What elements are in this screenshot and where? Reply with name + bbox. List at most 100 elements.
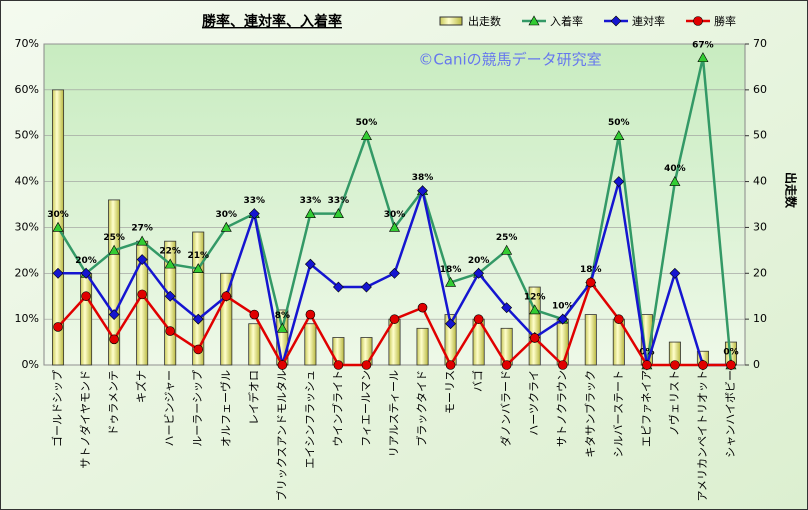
y-tick-label: 0%	[22, 358, 39, 371]
data-label: 25%	[496, 233, 518, 243]
marker	[80, 267, 92, 279]
marker	[529, 333, 540, 343]
data-label: 22%	[159, 247, 181, 257]
marker	[332, 281, 344, 293]
marker	[669, 267, 681, 279]
marker	[501, 360, 512, 370]
x-tick-label: エピファネイア	[640, 370, 653, 447]
bar	[220, 272, 233, 366]
marker	[670, 360, 680, 370]
legend-label: 連対率	[632, 14, 665, 28]
marker	[445, 360, 456, 370]
y2-tick-label: 40	[753, 175, 767, 188]
marker	[249, 309, 260, 320]
data-label: 40%	[664, 164, 686, 174]
data-label: 67%	[692, 40, 714, 50]
marker	[613, 130, 625, 141]
y2-tick-label: 30	[753, 220, 767, 233]
marker	[137, 289, 147, 300]
y2-tick-label: 20	[753, 266, 767, 279]
x-tick-label: オルフェーヴル	[218, 370, 232, 447]
x-tick-label: サトノダイヤモンド	[78, 370, 92, 469]
y2-tick-label: 50	[753, 129, 767, 142]
bar	[528, 286, 541, 366]
x-tick-label: キタサンブラック	[583, 370, 597, 458]
marker	[277, 360, 288, 370]
marker	[193, 344, 204, 355]
marker	[389, 267, 400, 279]
y-tick-label: 50%	[15, 129, 39, 142]
data-label: 30%	[215, 210, 237, 220]
legend-label: 入着率	[550, 14, 583, 28]
marker	[501, 244, 513, 255]
data-label: 18%	[440, 265, 462, 275]
x-tick-label: リアルスティール	[388, 370, 401, 457]
x-tick-label: ハーツクライ	[528, 370, 541, 436]
marker	[333, 360, 344, 370]
x-tick-label: フィエールマン	[359, 370, 372, 447]
marker	[697, 52, 709, 63]
data-label: 30%	[47, 210, 69, 220]
data-label: 20%	[75, 256, 97, 266]
marker	[389, 314, 400, 324]
marker	[304, 208, 316, 218]
marker	[361, 360, 372, 370]
marker	[192, 313, 204, 325]
marker	[698, 360, 708, 370]
marker	[305, 309, 316, 320]
marker	[473, 314, 484, 324]
marker	[726, 360, 736, 370]
x-tick-label: ハービンジャー	[163, 370, 176, 446]
marker	[136, 235, 148, 246]
x-tick-label: ウインブライト	[330, 370, 344, 447]
marker	[360, 130, 372, 141]
x-tick-label: ダノンバラード	[499, 370, 513, 447]
x-tick-label: アメリカンペイトリオット	[696, 370, 709, 501]
marker	[81, 291, 91, 302]
y2-tick-label: 0	[753, 358, 760, 371]
marker	[165, 326, 175, 336]
marker	[361, 281, 372, 293]
bar	[248, 323, 261, 366]
y-tick-label: 10%	[15, 312, 39, 325]
x-tick-label: ノヴェリスト	[667, 370, 681, 436]
x-tick-label: サトノクラウン	[556, 370, 569, 447]
marker	[192, 263, 204, 274]
data-label: 18%	[580, 265, 602, 275]
marker	[108, 244, 120, 255]
bar	[80, 272, 93, 366]
marker	[417, 185, 428, 197]
data-label: 33%	[328, 196, 350, 206]
bar	[556, 318, 569, 366]
marker	[669, 175, 681, 186]
data-label: 38%	[412, 173, 434, 183]
data-label: 10%	[552, 302, 574, 312]
marker	[557, 360, 568, 370]
bar	[584, 314, 597, 366]
marker	[445, 318, 457, 330]
marker	[136, 254, 148, 265]
marker	[501, 302, 513, 314]
x-tick-label: ブラックタイド	[415, 370, 429, 447]
data-label: 20%	[468, 256, 490, 266]
marker	[52, 267, 64, 279]
bar	[164, 240, 177, 366]
y-tick-label: 30%	[15, 220, 39, 233]
marker	[528, 15, 540, 26]
x-tick-label: ルーラーシップ	[191, 370, 204, 447]
data-label: 27%	[131, 224, 153, 234]
marker	[614, 314, 624, 324]
marker	[445, 276, 457, 287]
x-tick-label: ブリックスアンドモルタル	[274, 370, 288, 501]
x-tick-label: ゴールドシップ	[50, 370, 64, 447]
marker	[53, 322, 63, 332]
y-tick-label: 20%	[15, 266, 39, 279]
data-label: 12%	[524, 292, 546, 302]
bar	[108, 199, 121, 366]
x-tick-label: レイデオロ	[246, 370, 260, 425]
legend-label: 勝率	[714, 14, 736, 28]
marker	[642, 360, 652, 370]
data-label: 33%	[244, 196, 266, 206]
data-label: 0%	[639, 348, 654, 358]
